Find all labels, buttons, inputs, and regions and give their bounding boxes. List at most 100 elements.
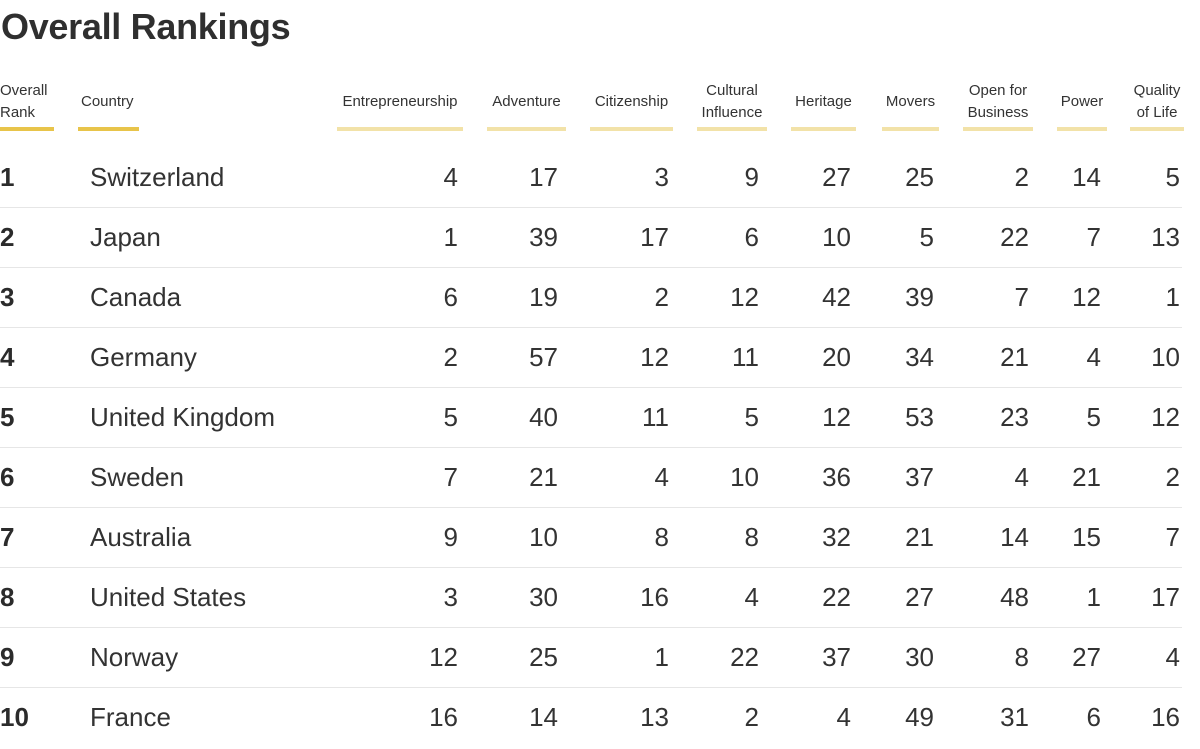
header-open-for-business[interactable]: Open for Business — [963, 80, 1033, 134]
header-underline — [963, 127, 1033, 131]
header-quality-of-life[interactable]: Quality of Life — [1130, 80, 1184, 134]
country-cell: France — [90, 702, 171, 732]
header-adventure[interactable]: Adventure — [487, 80, 566, 134]
rank-cell: 8 — [0, 582, 15, 612]
header-underline — [1057, 127, 1107, 131]
rank-value-adventure: 30 — [529, 582, 558, 612]
rank-value-open-for-business: 31 — [1000, 702, 1029, 732]
rank-value-open-for-business: 8 — [1014, 642, 1029, 672]
header-country[interactable]: Country — [78, 80, 139, 134]
rank-value-open-for-business: 23 — [1000, 402, 1029, 432]
header-underline — [791, 127, 856, 131]
rank-value-entrepreneurship: 9 — [443, 522, 458, 552]
rank-cell: 4 — [0, 342, 15, 372]
country-cell: Germany — [90, 342, 197, 372]
header-overall-rank[interactable]: Overall Rank — [0, 80, 54, 134]
rank-value-movers: 53 — [905, 402, 934, 432]
table-row: 10 France 16 14 13 2 4 49 31 6 16 — [0, 688, 1182, 747]
header-open-for-business-label: Open for Business — [967, 82, 1029, 121]
table-row: 4 Germany 2 57 12 11 20 34 21 4 10 — [0, 328, 1182, 388]
country-cell: Japan — [90, 222, 161, 252]
country-cell: Norway — [90, 642, 179, 672]
rank-value-open-for-business: 4 — [1014, 462, 1029, 492]
rank-value-power: 27 — [1072, 642, 1101, 672]
rank-value-cultural-influence: 4 — [744, 582, 759, 612]
rank-cell: 2 — [0, 222, 15, 252]
rank-value-cultural-influence: 5 — [744, 402, 759, 432]
header-power-label: Power — [1060, 93, 1104, 110]
rank-value-power: 5 — [1086, 402, 1101, 432]
table-row: 3 Canada 6 19 2 12 42 39 7 12 1 — [0, 268, 1182, 328]
rankings-table-body: 1 Switzerland 4 17 3 9 27 25 2 14 5 2 Japan 1 39 17 6 10 5… — [0, 148, 1182, 747]
header-citizenship-label: Citizenship — [594, 93, 669, 110]
rank-cell: 10 — [0, 702, 29, 732]
rank-value-cultural-influence: 10 — [730, 462, 759, 492]
rank-value-entrepreneurship: 6 — [443, 282, 458, 312]
rank-value-adventure: 40 — [529, 402, 558, 432]
table-row: 5 United Kingdom 5 40 11 5 12 53 23 5 12 — [0, 388, 1182, 448]
rank-value-heritage: 10 — [822, 222, 851, 252]
rank-value-cultural-influence: 22 — [730, 642, 759, 672]
rank-value-quality-of-life: 4 — [1165, 642, 1180, 672]
rank-value-power: 12 — [1072, 282, 1101, 312]
rank-value-adventure: 57 — [529, 342, 558, 372]
header-movers[interactable]: Movers — [882, 80, 939, 134]
rank-value-cultural-influence: 9 — [744, 162, 759, 192]
header-citizenship[interactable]: Citizenship — [590, 80, 673, 134]
header-underline — [882, 127, 939, 131]
rank-value-adventure: 17 — [529, 162, 558, 192]
header-cultural-influence[interactable]: Cultural Influence — [697, 80, 767, 134]
rank-value-adventure: 19 — [529, 282, 558, 312]
rank-value-cultural-influence: 12 — [730, 282, 759, 312]
rank-value-power: 21 — [1072, 462, 1101, 492]
country-cell: United States — [90, 582, 247, 612]
table-row: 9 Norway 12 25 1 22 37 30 8 27 4 — [0, 628, 1182, 688]
rank-value-citizenship: 17 — [640, 222, 669, 252]
country-cell: United Kingdom — [90, 402, 275, 432]
rank-value-heritage: 27 — [822, 162, 851, 192]
header-overall-rank-label: Overall Rank — [0, 82, 48, 121]
rank-value-movers: 5 — [919, 222, 934, 252]
table-row: 7 Australia 9 10 8 8 32 21 14 15 7 — [0, 508, 1182, 568]
rank-value-adventure: 10 — [529, 522, 558, 552]
rank-value-quality-of-life: 13 — [1151, 222, 1180, 252]
rank-value-heritage: 42 — [822, 282, 851, 312]
rank-cell: 9 — [0, 642, 15, 672]
rank-value-movers: 37 — [905, 462, 934, 492]
rank-value-movers: 34 — [905, 342, 934, 372]
rank-value-quality-of-life: 2 — [1165, 462, 1180, 492]
page-title: Overall Rankings — [1, 6, 291, 47]
rank-cell: 7 — [0, 522, 15, 552]
rank-value-power: 4 — [1086, 342, 1101, 372]
rank-value-citizenship: 4 — [654, 462, 669, 492]
rank-value-heritage: 4 — [836, 702, 851, 732]
rank-value-cultural-influence: 8 — [744, 522, 759, 552]
rank-value-quality-of-life: 1 — [1165, 282, 1180, 312]
rank-value-cultural-influence: 11 — [732, 342, 759, 372]
rank-value-citizenship: 8 — [654, 522, 669, 552]
header-underline — [337, 127, 463, 131]
rank-value-power: 14 — [1072, 162, 1101, 192]
header-power[interactable]: Power — [1057, 80, 1107, 134]
rank-value-quality-of-life: 7 — [1165, 522, 1180, 552]
rank-value-movers: 27 — [905, 582, 934, 612]
rank-value-quality-of-life: 12 — [1151, 402, 1180, 432]
rank-value-adventure: 39 — [529, 222, 558, 252]
rank-value-power: 1 — [1086, 582, 1101, 612]
rank-value-citizenship: 16 — [640, 582, 669, 612]
rank-value-heritage: 37 — [822, 642, 851, 672]
rank-value-heritage: 22 — [822, 582, 851, 612]
rank-value-movers: 25 — [905, 162, 934, 192]
header-heritage[interactable]: Heritage — [791, 80, 856, 134]
header-underline — [1130, 127, 1184, 131]
rank-value-open-for-business: 2 — [1014, 162, 1029, 192]
rank-value-quality-of-life: 16 — [1151, 702, 1180, 732]
table-row: 6 Sweden 7 21 4 10 36 37 4 21 2 — [0, 448, 1182, 508]
rank-value-adventure: 21 — [529, 462, 558, 492]
rank-value-citizenship: 1 — [654, 642, 669, 672]
rank-value-quality-of-life: 5 — [1165, 162, 1180, 192]
rank-value-entrepreneurship: 16 — [429, 702, 458, 732]
rank-value-open-for-business: 7 — [1014, 282, 1029, 312]
header-entrepreneurship[interactable]: Entrepreneurship — [337, 80, 463, 134]
rank-value-quality-of-life: 17 — [1151, 582, 1180, 612]
